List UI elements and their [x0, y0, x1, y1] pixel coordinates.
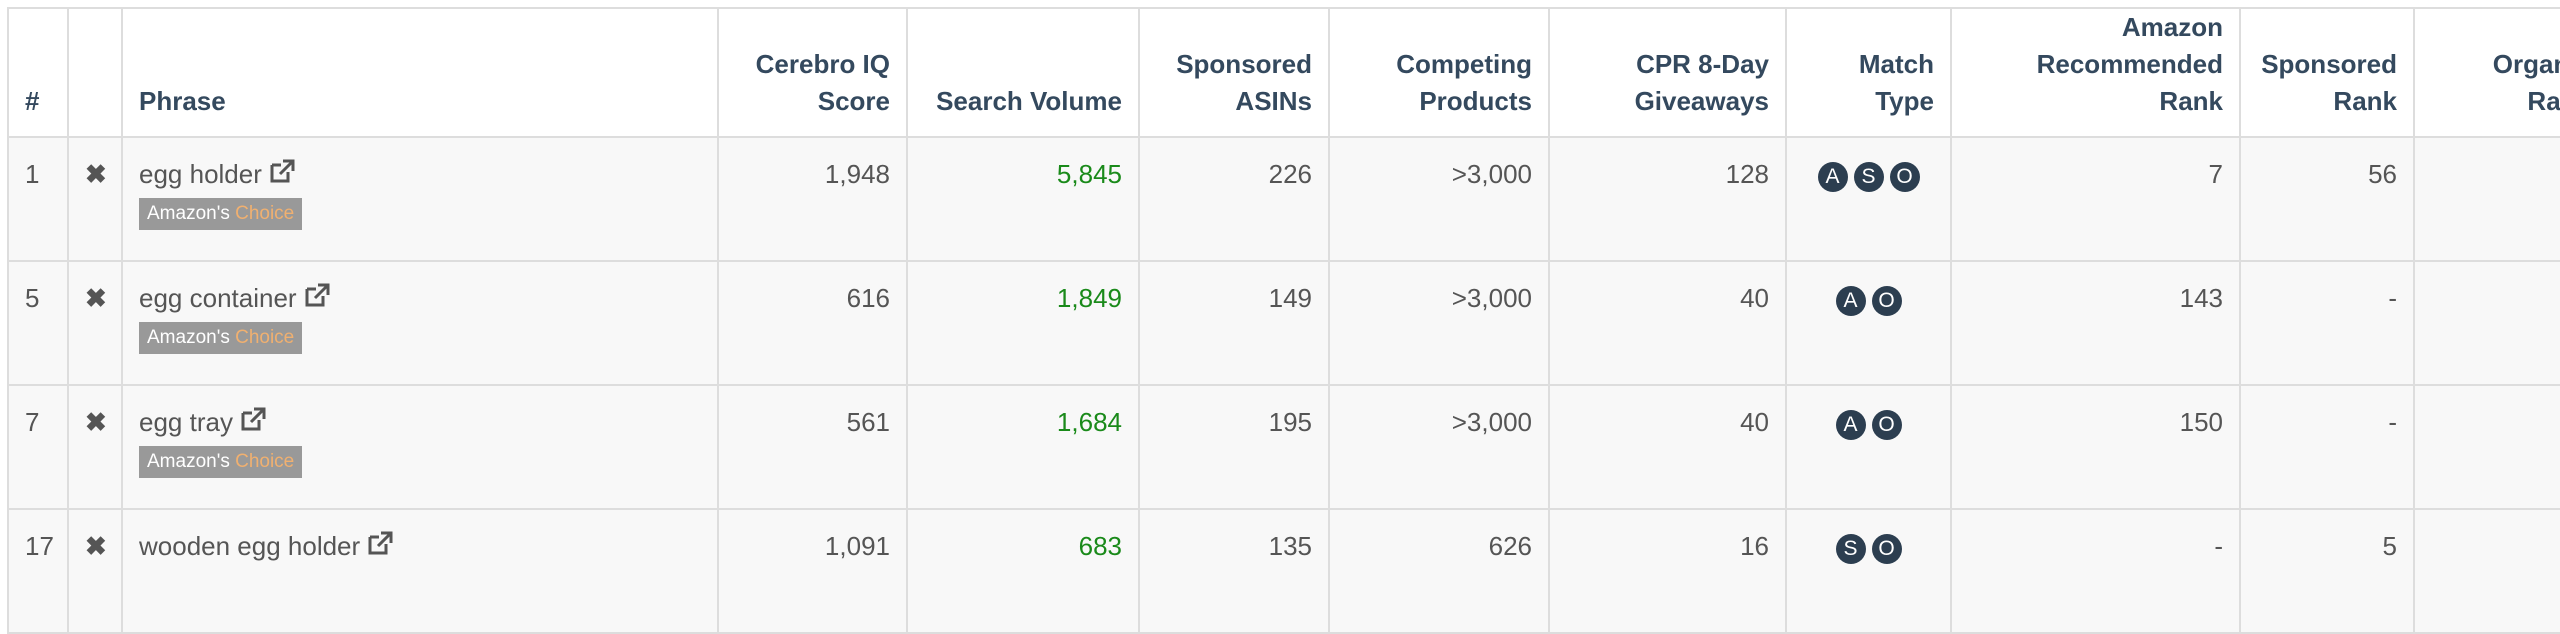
metric-cell: 5,845 — [906, 136, 1140, 262]
badge-label: Amazon's — [147, 203, 230, 224]
match-badge: S — [1853, 162, 1884, 192]
rank-cell: - — [1950, 508, 2241, 634]
metric-cell: 1,849 — [906, 260, 1140, 386]
metric-cell: 149 — [1138, 260, 1330, 386]
badge-choice: Choice — [235, 327, 295, 348]
phrase-cell: egg tray Amazon's Choice — [121, 384, 719, 510]
badge-label: Amazon's — [147, 327, 230, 348]
column-header: Sponsored ASINs — [1138, 7, 1330, 138]
metric-cell: 683 — [906, 508, 1140, 634]
row-number: 17 — [7, 508, 69, 634]
metric-cell: 561 — [717, 384, 908, 510]
phrase-link[interactable]: egg container — [139, 283, 297, 313]
metric-cell: 40 — [1548, 260, 1787, 386]
keyword-row: 5 ✖ egg container Amazon's Choice 616 1,849 1… — [7, 260, 2560, 386]
rank-cell: 7 — [1950, 136, 2241, 262]
phrase-cell: wooden egg holder — [121, 508, 719, 634]
match-badge: S — [1835, 534, 1866, 564]
rank-cell: 150 — [1950, 384, 2241, 510]
amazons-choice-badge: Amazon's Choice — [139, 198, 303, 230]
metric-cell: 1,948 — [717, 136, 908, 262]
external-link-icon[interactable] — [240, 407, 266, 431]
metric-cell: 626 — [1328, 508, 1550, 634]
column-header: Amazon Recommended Rank — [1950, 7, 2241, 138]
match-badge: O — [1889, 162, 1920, 192]
keyword-row: 17 ✖ wooden egg holder 1,091 683 135 626 16 S O -… — [7, 508, 2560, 634]
remove-button[interactable]: ✖ — [67, 136, 123, 262]
column-header: CPR 8-Day Giveaways — [1548, 7, 1787, 138]
phrase-link[interactable]: wooden egg holder — [139, 531, 361, 561]
external-link-icon[interactable] — [269, 159, 295, 183]
amazons-choice-badge: Amazon's Choice — [139, 322, 303, 354]
match-badge: O — [1871, 410, 1902, 440]
metric-cell: 195 — [1138, 384, 1330, 510]
column-header: Competing Products — [1328, 7, 1550, 138]
column-header: Search Volume — [906, 7, 1140, 138]
header-row: # Phrase Cerebro IQ Score Search Volume Spon… — [7, 7, 2560, 138]
metric-cell: 40 — [1548, 384, 1787, 510]
rank-cell: 16 — [2413, 508, 2560, 634]
amazons-choice-badge: Amazon's Choice — [139, 446, 303, 478]
phrase-cell: egg container Amazon's Choice — [121, 260, 719, 386]
metric-cell: 135 — [1138, 508, 1330, 634]
column-header: Cerebro IQ Score — [717, 7, 908, 138]
match-badge: A — [1835, 410, 1866, 440]
metric-cell: 128 — [1548, 136, 1787, 262]
page: # Phrase Cerebro IQ Score Search Volume Spon… — [7, 7, 2560, 634]
row-number: 5 — [7, 260, 69, 386]
metric-cell: >3,000 — [1328, 136, 1550, 262]
column-header: # — [7, 7, 69, 138]
keyword-row: 7 ✖ egg tray Amazon's Choice 561 1,684 195 >3,… — [7, 384, 2560, 510]
remove-column — [67, 7, 123, 138]
metric-cell: 1,091 — [717, 508, 908, 634]
metric-cell: 616 — [717, 260, 908, 386]
metric-cell: 226 — [1138, 136, 1330, 262]
column-header: Sponsored Rank — [2239, 7, 2415, 138]
metric-cell: >3,000 — [1328, 384, 1550, 510]
external-link-icon[interactable] — [367, 531, 393, 555]
metric-cell: 16 — [1548, 508, 1787, 634]
match-badge: A — [1817, 162, 1848, 192]
rank-cell: 1 — [2413, 384, 2560, 510]
rank-cell: - — [2239, 384, 2415, 510]
column-header: Phrase — [121, 7, 719, 138]
phrase-link[interactable]: egg tray — [139, 407, 233, 437]
row-number: 7 — [7, 384, 69, 510]
column-header: Match Type — [1785, 7, 1952, 138]
rank-cell: 2 — [2413, 136, 2560, 262]
match-badge: O — [1871, 534, 1902, 564]
row-number: 1 — [7, 136, 69, 262]
table-body: 1 ✖ egg holder Amazon's Choice 1,948 5,845 22… — [7, 136, 2560, 634]
badge-label: Amazon's — [147, 451, 230, 472]
metric-cell: >3,000 — [1328, 260, 1550, 386]
metric-cell: 1,684 — [906, 384, 1140, 510]
phrase-cell: egg holder Amazon's Choice — [121, 136, 719, 262]
rank-cell: - — [2239, 260, 2415, 386]
column-header: Organic Rank — [2413, 7, 2560, 138]
rank-cell: 5 — [2239, 508, 2415, 634]
keyword-table: # Phrase Cerebro IQ Score Search Volume Spon… — [7, 7, 2560, 634]
rank-cell: 143 — [1950, 260, 2241, 386]
badge-choice: Choice — [235, 203, 295, 224]
rank-cell: 56 — [2239, 136, 2415, 262]
rank-cell: 2 — [2413, 260, 2560, 386]
match-badge: A — [1835, 286, 1866, 316]
remove-button[interactable]: ✖ — [67, 508, 123, 634]
remove-button[interactable]: ✖ — [67, 384, 123, 510]
external-link-icon[interactable] — [304, 283, 330, 307]
phrase-link[interactable]: egg holder — [139, 159, 262, 189]
badge-choice: Choice — [235, 451, 295, 472]
match-badge: O — [1871, 286, 1902, 316]
keyword-row: 1 ✖ egg holder Amazon's Choice 1,948 5,845 22… — [7, 136, 2560, 262]
remove-button[interactable]: ✖ — [67, 260, 123, 386]
